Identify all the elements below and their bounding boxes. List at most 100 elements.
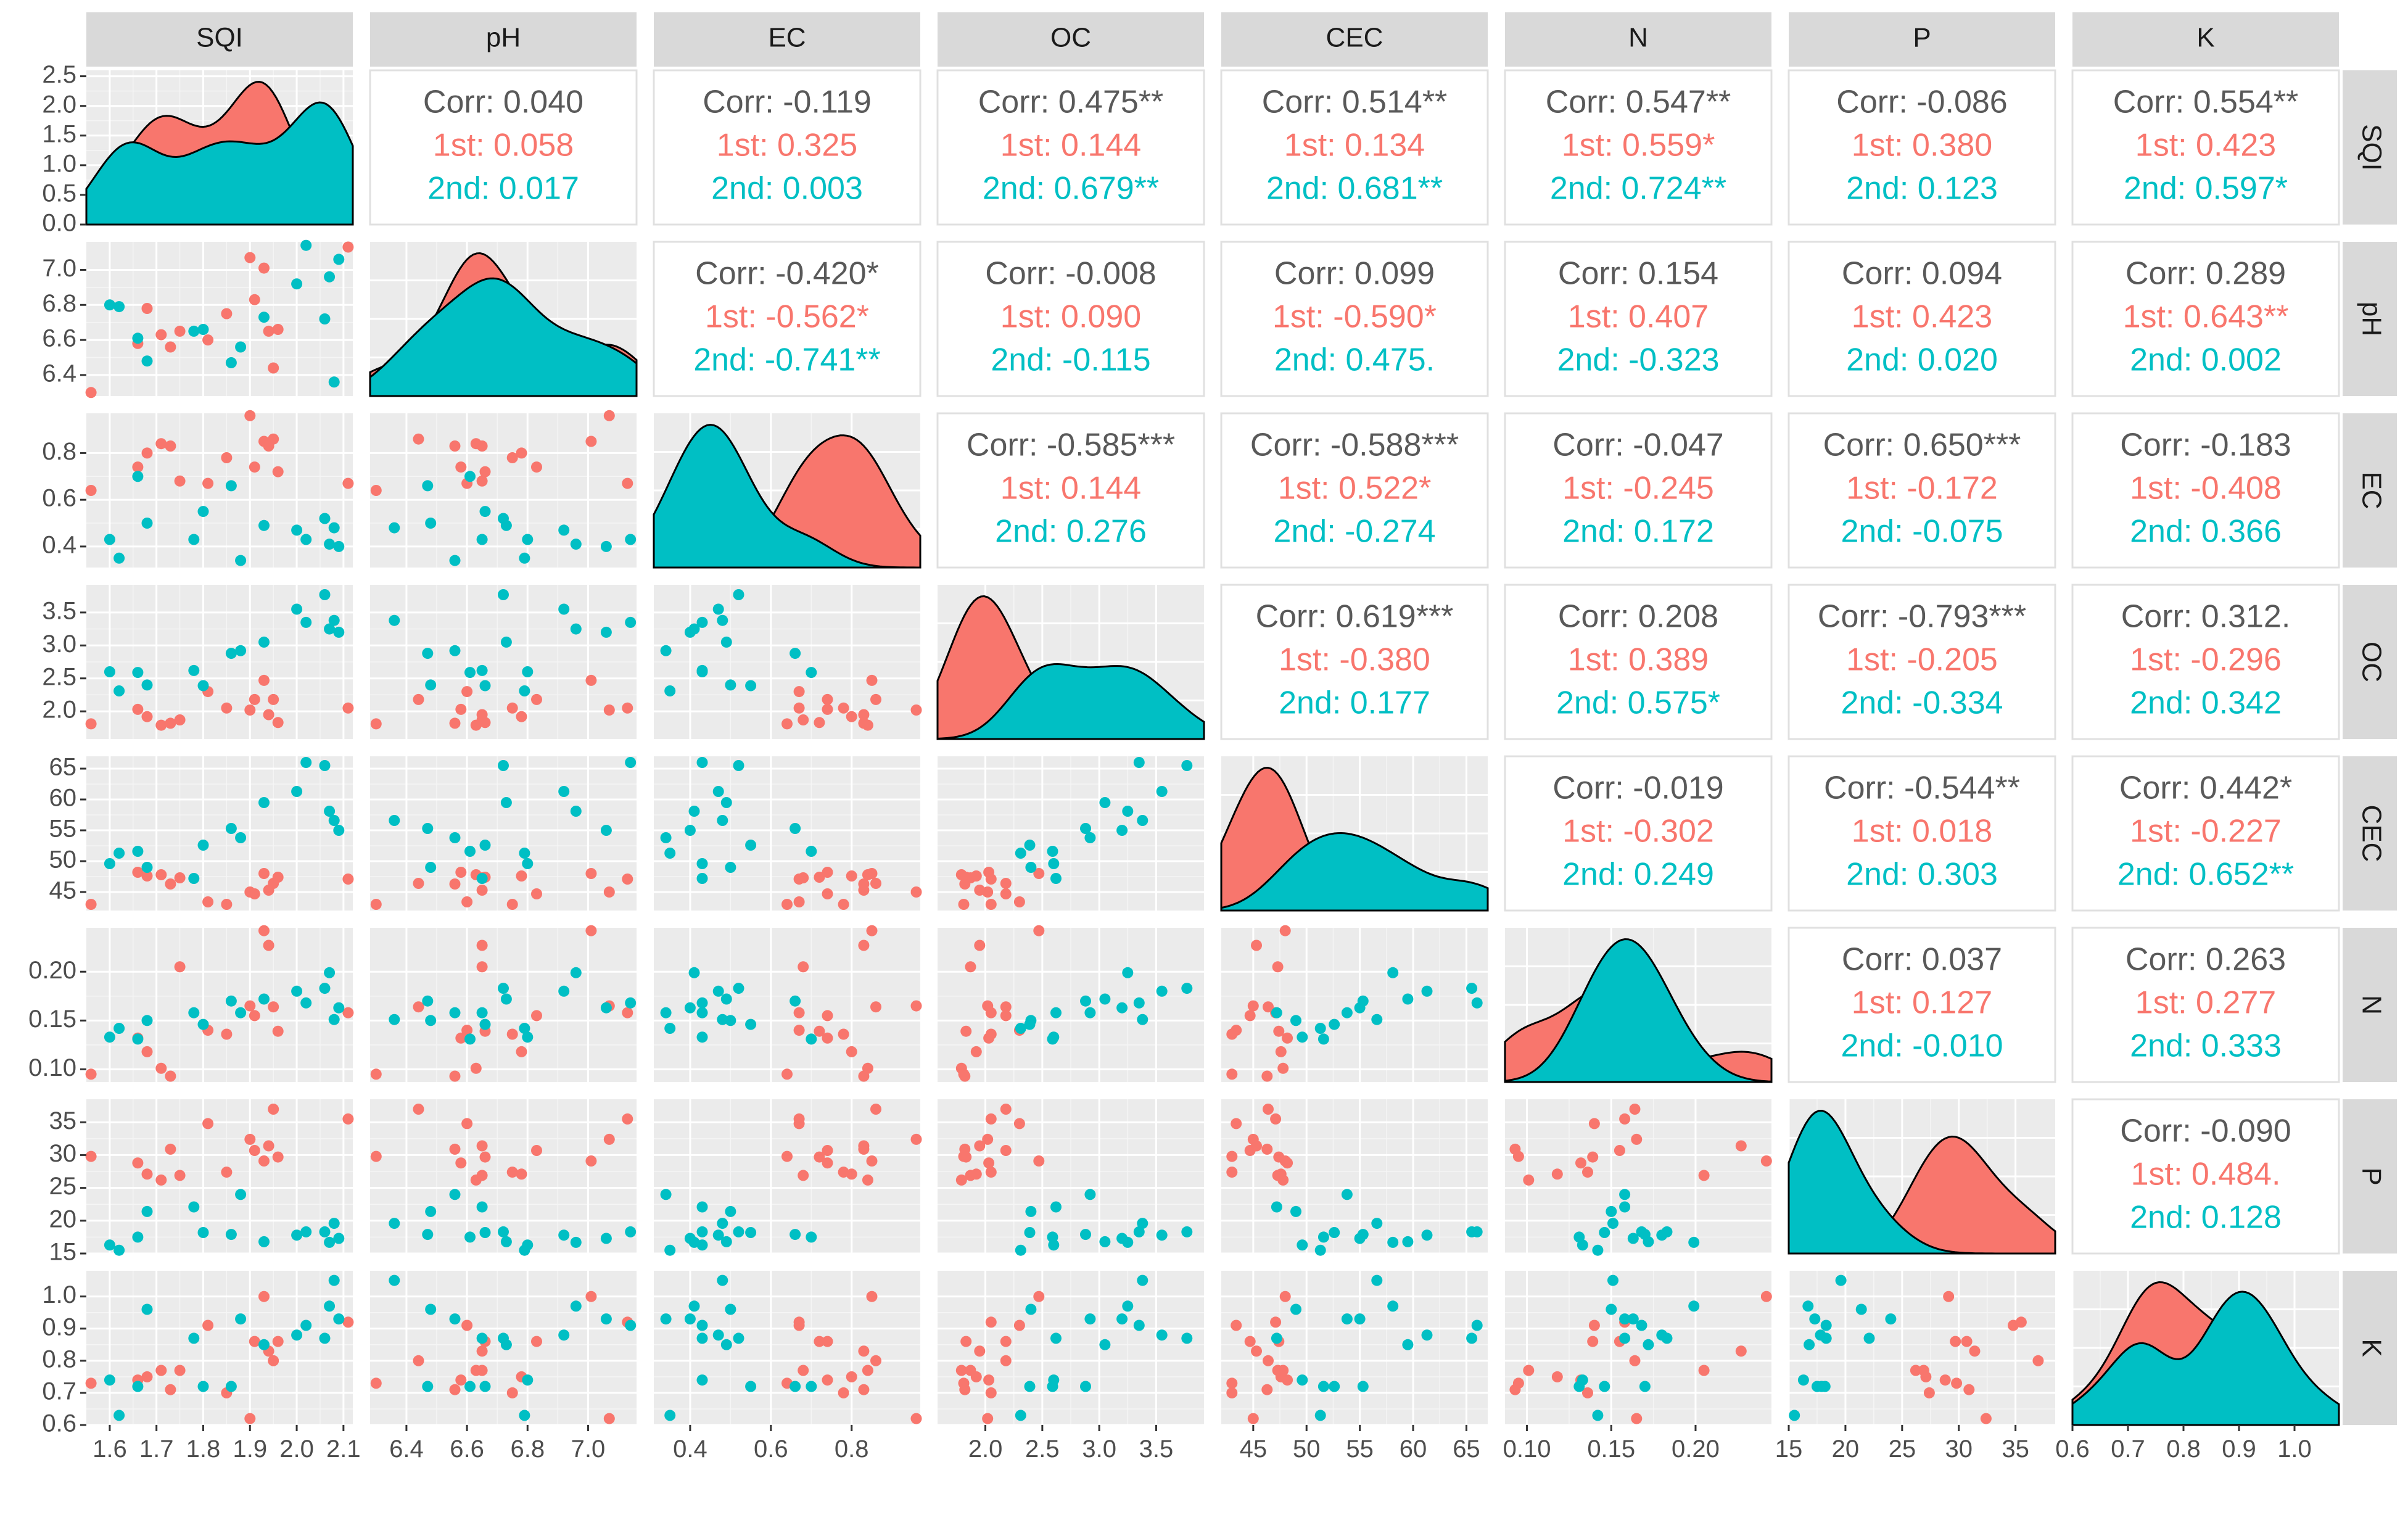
scatter-point (333, 825, 345, 836)
scatter-point (1297, 1239, 1308, 1251)
panel-p-p (1787, 1099, 2056, 1255)
scatter-point (413, 1355, 424, 1366)
correlation-panel-bg (1220, 69, 1489, 226)
corr-first-label: 1st: -0.562* (705, 299, 869, 335)
scatter-point (814, 1151, 825, 1163)
strip-col-label: N (1628, 23, 1648, 53)
scatter-point (910, 1000, 922, 1012)
scatter-point (733, 983, 744, 994)
scatter-point (822, 1374, 833, 1386)
scatter-point (449, 1143, 461, 1155)
scatter-point (858, 1384, 870, 1395)
scatter-point (258, 1339, 270, 1350)
scatter-point (132, 867, 144, 878)
panel-ec-oc: Corr: -0.585*** 1st: 0.144 2nd: 0.276 (936, 412, 1205, 569)
scatter-point (479, 680, 491, 692)
scatter-point (202, 477, 214, 489)
scatter-point (1226, 1167, 1238, 1178)
corr-first-label: 1st: -0.205 (1846, 642, 1998, 678)
scatter-point (1181, 1226, 1193, 1237)
scatter-point (1272, 961, 1284, 973)
scatter-point (104, 666, 115, 677)
scatter-point (1122, 1300, 1134, 1312)
scatter-point (342, 874, 354, 885)
scatter-point (1099, 993, 1111, 1005)
x-tick-label: 0.7 (2111, 1435, 2145, 1463)
x-tick-label: 0.10 (1503, 1435, 1551, 1463)
corr-overall-label: Corr: -0.544** (1824, 770, 2020, 806)
correlation-panel-bg (2071, 1098, 2340, 1255)
corr-second-label: 2nd: 0.724** (1550, 171, 1726, 207)
scatter-point (1523, 1365, 1535, 1376)
scatter-point (498, 1332, 509, 1344)
scatter-point (1181, 1332, 1193, 1344)
scatter-point (531, 1010, 542, 1022)
scatter-point (1698, 1365, 1710, 1376)
panel-ph-k: Corr: 0.289 1st: 0.643** 2nd: 0.002 (2071, 241, 2340, 397)
panel-oc-cec: Corr: 0.619*** 1st: -0.380 2nd: 0.177 (1220, 584, 1489, 740)
scatter-point (1961, 1336, 1973, 1347)
scatter-point (1629, 1355, 1641, 1366)
scatter-point (1951, 1378, 1963, 1389)
scatter-point (1863, 1332, 1875, 1344)
scatter-point (188, 534, 200, 545)
scatter-point (625, 1226, 637, 1237)
scatter-point (506, 1387, 518, 1398)
scatter-point (272, 717, 284, 729)
scatter-point (263, 940, 274, 951)
strip-row-label: SQI (2356, 124, 2386, 171)
scatter-point (328, 1218, 340, 1229)
scatter-panel-bg (1221, 1271, 1488, 1425)
scatter-point (370, 1150, 382, 1162)
strip-row-label: K (2356, 1339, 2386, 1357)
y-tick-label: 0.9 (42, 1313, 76, 1340)
panel-oc-ph (370, 585, 637, 739)
scatter-point (965, 1170, 976, 1181)
strip-row-label: pH (2356, 302, 2386, 336)
scatter-point (268, 433, 279, 445)
scatter-point (2015, 1316, 2027, 1328)
x-tick-label: 6.6 (450, 1435, 484, 1463)
scatter-point (506, 899, 518, 910)
scatter-point (696, 1374, 708, 1386)
scatter-point (985, 1028, 997, 1040)
corr-second-label: 2nd: 0.475. (1274, 342, 1435, 378)
corr-second-label: 2nd: 0.575* (1556, 685, 1720, 721)
scatter-point (461, 686, 473, 698)
panel-sqi-p: Corr: -0.086 1st: 0.380 2nd: 0.123 (1787, 69, 2056, 226)
scatter-point (476, 873, 488, 884)
scatter-point (1270, 1316, 1282, 1328)
scatter-point (781, 1068, 793, 1080)
strip-col-label: SQI (196, 23, 243, 53)
scatter-point (141, 447, 153, 459)
scatter-point (422, 823, 434, 834)
scatter-point (660, 1189, 672, 1200)
corr-overall-label: Corr: 0.094 (1842, 256, 2002, 292)
scatter-point (1099, 1236, 1111, 1247)
corr-overall-label: Corr: -0.086 (1836, 85, 2007, 120)
corr-second-label: 2nd: 0.017 (427, 171, 579, 207)
scatter-point (319, 513, 331, 524)
density-curve-2nd (1504, 938, 1773, 1083)
scatter-point (1619, 1113, 1631, 1125)
scatter-point (165, 878, 176, 890)
scatter-point (258, 1155, 270, 1167)
scatter-point (806, 667, 817, 679)
scatter-point (1789, 1410, 1800, 1421)
scatter-point (1251, 940, 1262, 951)
scatter-point (585, 674, 597, 686)
scatter-point (1980, 1413, 1992, 1424)
scatter-point (1582, 1167, 1593, 1178)
scatter-point (333, 1313, 345, 1325)
scatter-point (244, 252, 256, 263)
scatter-point (1631, 1413, 1643, 1424)
scatter-point (1402, 993, 1414, 1005)
x-axis-cec: 45 50 55 60 65 (1240, 1425, 1480, 1463)
y-tick-label: 0.7 (42, 1378, 76, 1405)
scatter-point (720, 797, 732, 808)
scatter-point (866, 925, 878, 936)
panel-k-oc (938, 1271, 1204, 1426)
scatter-panel-bg (654, 1271, 920, 1425)
scatter-point (249, 294, 260, 305)
scatter-point (165, 717, 176, 729)
